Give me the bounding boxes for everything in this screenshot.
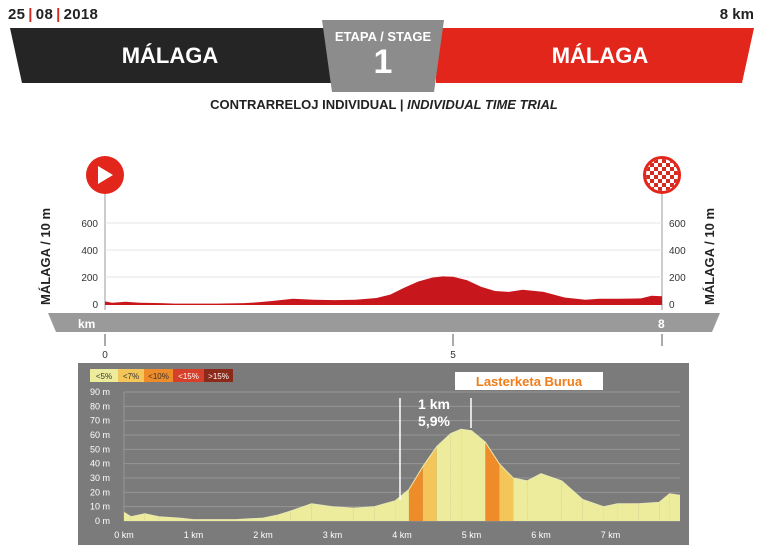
left-tick-0: 0 bbox=[92, 300, 98, 311]
gradient-segment bbox=[638, 502, 660, 521]
start-city-banner: MÁLAGA bbox=[10, 28, 340, 83]
detail-y-tick: 60 m bbox=[90, 430, 110, 440]
legend-label: <15% bbox=[178, 372, 199, 381]
start-city: MÁLAGA bbox=[121, 42, 219, 68]
stage-distance: 8 km bbox=[719, 6, 754, 23]
detail-x-tick: 0 km bbox=[114, 530, 134, 540]
stage-number: 1 bbox=[373, 43, 393, 81]
gradient-segment bbox=[669, 493, 680, 521]
legend-swatch bbox=[144, 369, 173, 382]
detail-y-tick: 40 m bbox=[90, 459, 110, 469]
right-tick-600: 600 bbox=[669, 219, 686, 230]
left-tick-400: 400 bbox=[81, 246, 98, 257]
detail-y-tick: 10 m bbox=[90, 502, 110, 512]
finish-city: MÁLAGA bbox=[551, 42, 649, 68]
subtitle-spanish: CONTRARRELOJ INDIVIDUAL bbox=[210, 97, 397, 112]
legend-label: >15% bbox=[208, 372, 229, 381]
left-tick-600: 600 bbox=[81, 219, 98, 230]
subtitle-english: INDIVIDUAL TIME TRIAL bbox=[407, 97, 558, 112]
detail-x-tick: 6 km bbox=[531, 530, 551, 540]
detail-y-tick: 70 m bbox=[90, 416, 110, 426]
legend-label: <7% bbox=[123, 372, 139, 381]
gradient-segment bbox=[353, 506, 375, 521]
legend-label: <10% bbox=[148, 372, 169, 381]
km-tick-0: 0 bbox=[102, 350, 108, 361]
gradient-segment bbox=[124, 512, 131, 521]
gradient-segment bbox=[130, 513, 145, 521]
detail-x-tick: 2 km bbox=[253, 530, 273, 540]
right-tick-200: 200 bbox=[669, 273, 686, 284]
finish-city-banner: MÁLAGA bbox=[436, 28, 754, 83]
gradient-segment bbox=[499, 463, 514, 521]
detail-y-tick: 30 m bbox=[90, 473, 110, 483]
detail-y-tick: 0 m bbox=[95, 516, 110, 526]
gradient-segment bbox=[603, 503, 618, 521]
gradient-segment bbox=[582, 499, 604, 521]
gradient-segment bbox=[290, 503, 312, 521]
km-bar-label: km bbox=[78, 317, 95, 331]
km-bar bbox=[48, 313, 720, 332]
stage-number-box: ETAPA / STAGE 1 bbox=[322, 20, 444, 92]
detail-x-tick: 4 km bbox=[392, 530, 412, 540]
gradient-segment bbox=[408, 466, 423, 521]
gradient-bands bbox=[124, 429, 680, 521]
gradient-segment bbox=[276, 510, 291, 521]
stage-subtitle: CONTRARRELOJ INDIVIDUAL | INDIVIDUAL TIM… bbox=[0, 97, 768, 112]
date-day: 25 bbox=[8, 6, 26, 23]
detail-y-tick: 50 m bbox=[90, 444, 110, 454]
subtitle-separator: | bbox=[399, 97, 404, 112]
gradient-segment bbox=[471, 430, 486, 521]
gradient-segment bbox=[541, 473, 562, 521]
gradient-segment bbox=[332, 506, 354, 521]
right-tick-400: 400 bbox=[669, 246, 686, 257]
climb-gradient: 5,9% bbox=[418, 413, 450, 429]
date-separator: | bbox=[28, 6, 33, 23]
left-tick-200: 200 bbox=[81, 273, 98, 284]
gradient-segment bbox=[485, 442, 500, 521]
gradient-segment bbox=[422, 446, 437, 521]
gradient-segment bbox=[436, 433, 451, 521]
detail-x-tick: 7 km bbox=[601, 530, 621, 540]
gradient-segment bbox=[263, 515, 277, 521]
gradient-segment bbox=[561, 480, 583, 521]
gradient-segment bbox=[513, 478, 528, 521]
overview-gridlines bbox=[105, 222, 662, 278]
gradient-segment bbox=[527, 473, 541, 521]
legend-label: <5% bbox=[96, 372, 112, 381]
legend-swatch bbox=[173, 369, 204, 382]
sponsor-label: Lasterketa Burua bbox=[476, 374, 583, 389]
gradient-segment bbox=[450, 429, 462, 521]
start-play-icon bbox=[86, 156, 124, 194]
gradient-segment bbox=[395, 489, 409, 521]
gradient-segment bbox=[158, 516, 180, 521]
sponsor-box bbox=[455, 372, 603, 390]
km-tick-5: 5 bbox=[450, 350, 456, 361]
km-bar-end: 8 bbox=[658, 317, 665, 331]
date-separator: | bbox=[56, 6, 61, 23]
detail-y-tick: 90 m bbox=[90, 387, 110, 397]
gradient-segment bbox=[461, 429, 472, 521]
detail-y-tick: 80 m bbox=[90, 401, 110, 411]
stage-date: 25 | 08 | 2018 bbox=[8, 6, 98, 23]
stage-label: ETAPA / STAGE bbox=[334, 29, 432, 44]
finish-checkered-flag-icon bbox=[643, 156, 681, 194]
date-year: 2018 bbox=[63, 6, 99, 23]
legend-swatch bbox=[90, 369, 118, 382]
detail-x-tick: 3 km bbox=[323, 530, 343, 540]
legend-swatch bbox=[118, 369, 144, 382]
detail-y-tick: 20 m bbox=[90, 487, 110, 497]
legend-swatch bbox=[204, 369, 233, 382]
gradient-segment bbox=[374, 500, 396, 521]
gradient-segment bbox=[144, 513, 159, 521]
date-month: 08 bbox=[35, 6, 54, 23]
climb-distance: 1 km bbox=[418, 396, 450, 412]
right-tick-0: 0 bbox=[669, 300, 675, 311]
detail-x-tick: 1 km bbox=[184, 530, 204, 540]
detail-x-tick: 5 km bbox=[462, 530, 482, 540]
overview-elevation-area bbox=[105, 276, 662, 305]
gradient-segment bbox=[617, 503, 639, 521]
gradient-segment bbox=[311, 503, 333, 521]
